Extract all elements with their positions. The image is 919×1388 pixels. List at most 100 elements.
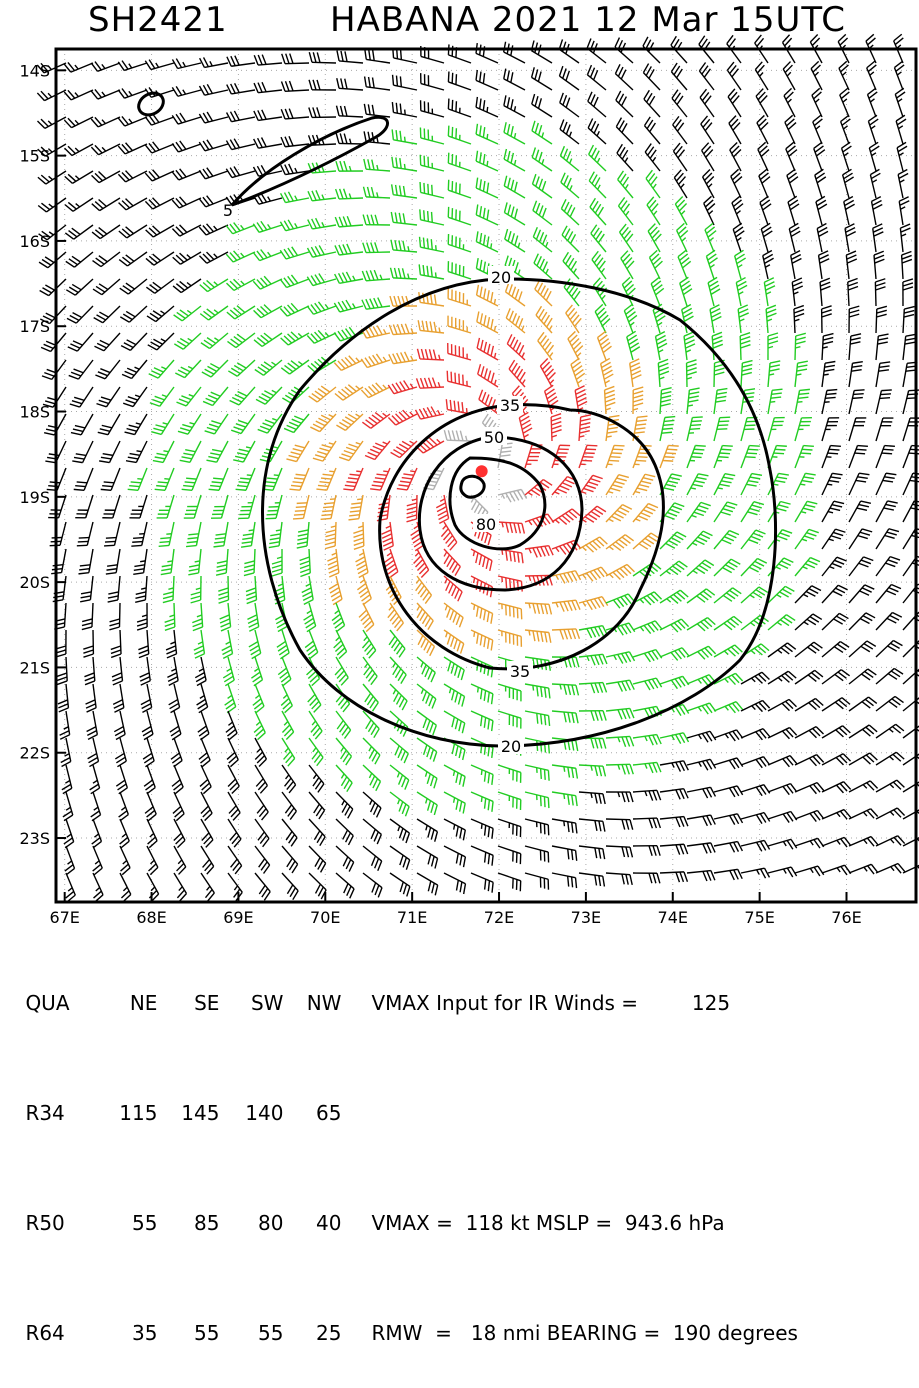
wind-barb xyxy=(476,151,498,171)
wind-barb xyxy=(198,711,209,740)
wind-barb xyxy=(254,110,282,121)
wind-barb xyxy=(362,270,390,281)
wind-barb xyxy=(169,684,180,713)
wind-barb xyxy=(504,176,525,198)
wind-barb xyxy=(309,873,326,899)
wind-barb xyxy=(701,116,714,144)
wind-barb xyxy=(559,39,579,63)
wind-barb xyxy=(138,630,148,658)
wind-barb xyxy=(704,196,715,225)
wind-barb xyxy=(552,629,579,640)
wind-barb xyxy=(876,668,903,684)
wind-barb xyxy=(476,205,498,225)
wind-barb xyxy=(795,558,820,576)
wind-barb xyxy=(741,559,767,576)
wind-barb xyxy=(579,537,607,552)
wind-barb xyxy=(741,672,769,684)
wind-barb xyxy=(305,630,318,659)
wind-barb xyxy=(822,837,851,847)
wind-barb xyxy=(241,522,255,547)
wind-barb xyxy=(173,252,201,264)
wind-barb xyxy=(579,654,607,665)
wind-barb xyxy=(606,792,633,802)
wind-barb xyxy=(343,468,363,490)
wind-barb xyxy=(363,657,377,685)
wind-barb xyxy=(174,873,186,901)
wind-barb xyxy=(741,446,760,468)
wind-barb xyxy=(876,334,889,360)
wind-barb xyxy=(84,657,94,685)
wind-barb xyxy=(77,522,93,546)
wind-barb xyxy=(498,873,521,891)
wind-barb xyxy=(849,473,869,495)
wind-barb xyxy=(651,277,664,306)
wind-barb xyxy=(119,792,129,821)
wind-barb xyxy=(498,711,521,729)
wind-barb xyxy=(122,360,147,378)
table-header-ne: NE xyxy=(83,992,157,1014)
wind-barb xyxy=(849,697,877,711)
wind-barb xyxy=(741,474,762,495)
wind-barb xyxy=(419,264,444,279)
wind-barb xyxy=(795,389,810,414)
wind-barb xyxy=(334,300,363,312)
wind-barb xyxy=(768,728,797,739)
wind-barb xyxy=(605,386,616,414)
wind-barb xyxy=(308,218,336,229)
wind-barb xyxy=(93,279,120,295)
wind-barb xyxy=(795,866,824,876)
wind-barb xyxy=(876,780,904,792)
wind-barb xyxy=(647,197,660,225)
wind-barb xyxy=(768,501,791,522)
wind-barb xyxy=(687,871,715,881)
wind-barb xyxy=(57,657,67,684)
wind-barb xyxy=(256,387,282,404)
wind-barb xyxy=(789,223,800,252)
wind-barb xyxy=(562,226,579,252)
wind-barb xyxy=(643,64,660,90)
wind-barb xyxy=(448,99,471,117)
wind-barb xyxy=(226,167,255,178)
wind-barb xyxy=(281,192,309,203)
wind-barb xyxy=(416,576,432,604)
wind-barb xyxy=(362,298,390,310)
wind-barb xyxy=(849,334,861,360)
wind-barb xyxy=(91,62,120,72)
wind-barb xyxy=(903,307,914,333)
wind-barb xyxy=(281,360,309,374)
table-header-qua: QUA xyxy=(25,992,83,1014)
wind-barb xyxy=(201,873,214,901)
wind-barb xyxy=(822,473,843,495)
wind-barb xyxy=(123,387,147,407)
wind-barb xyxy=(356,549,368,577)
wind-barb xyxy=(150,387,174,406)
wind-barb xyxy=(125,414,147,435)
wind-barb xyxy=(471,819,493,839)
wind-barb xyxy=(297,522,309,548)
wind-barb xyxy=(201,792,212,821)
wind-barb xyxy=(621,251,634,279)
wind-barb xyxy=(175,360,201,378)
wind-barb xyxy=(845,224,856,252)
wind-barb xyxy=(476,97,498,117)
wind-barb xyxy=(687,360,697,387)
wind-barb xyxy=(108,576,120,602)
wind-barb xyxy=(741,615,769,630)
wind-barb xyxy=(197,684,208,713)
wind-barb xyxy=(849,362,863,387)
wind-barb xyxy=(284,414,309,432)
wind-barb xyxy=(65,198,93,211)
wind-barb xyxy=(365,76,390,90)
wind-barb xyxy=(606,736,634,746)
wind-barb xyxy=(646,170,660,198)
wind-barb xyxy=(849,781,878,792)
wind-barb xyxy=(146,279,174,293)
wind-barb xyxy=(363,873,382,897)
wind-barb xyxy=(335,244,363,255)
wind-barb xyxy=(786,142,797,171)
wind-barb xyxy=(822,726,850,738)
wind-barb xyxy=(660,817,688,827)
wind-barb xyxy=(740,333,750,360)
wind-barb xyxy=(282,846,298,873)
